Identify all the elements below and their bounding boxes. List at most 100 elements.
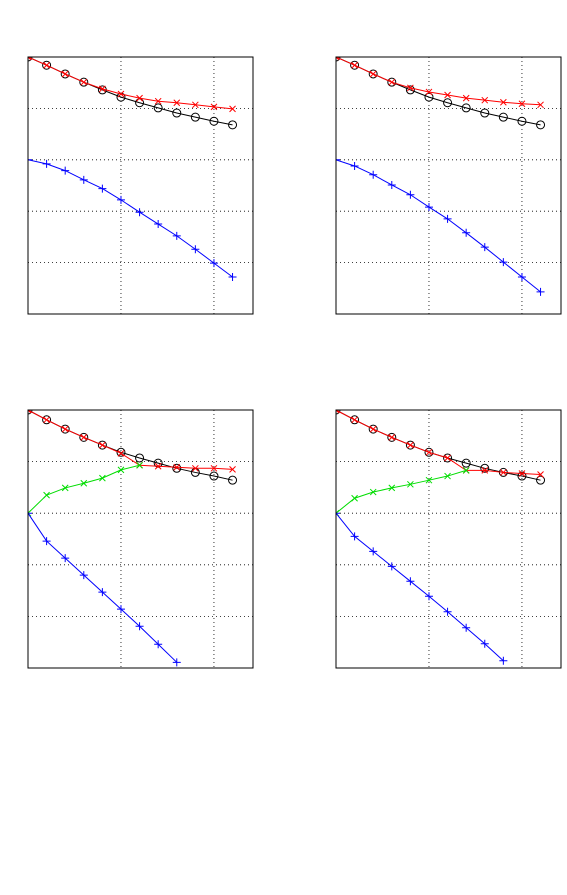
- marker: [80, 433, 88, 441]
- plot-frame: [335, 56, 562, 315]
- marker: [462, 623, 471, 632]
- marker: [388, 484, 396, 492]
- marker: [80, 78, 88, 86]
- marker: [154, 640, 163, 649]
- plot-content: [28, 57, 238, 281]
- marker: [350, 415, 360, 425]
- marker: [407, 441, 414, 449]
- marker: [228, 272, 237, 281]
- marker: [154, 462, 162, 470]
- marker: [99, 474, 106, 482]
- marker: [153, 458, 163, 468]
- marker: [192, 464, 199, 472]
- marker: [79, 571, 88, 580]
- marker: [116, 605, 125, 614]
- marker: [60, 69, 70, 79]
- marker: [79, 77, 89, 87]
- marker: [536, 287, 545, 296]
- series-line: [336, 512, 504, 662]
- marker: [369, 488, 377, 496]
- marker: [173, 463, 181, 471]
- marker: [79, 432, 89, 442]
- marker: [135, 453, 145, 463]
- marker: [536, 475, 546, 485]
- marker: [61, 70, 69, 78]
- marker: [229, 105, 236, 113]
- series-line: [336, 57, 541, 106]
- marker: [61, 554, 70, 563]
- marker: [154, 97, 162, 105]
- marker: [135, 208, 144, 217]
- marker: [425, 476, 433, 484]
- marker: [192, 101, 199, 109]
- marker: [518, 470, 526, 477]
- marker: [406, 577, 415, 586]
- marker: [388, 78, 396, 86]
- marker: [210, 103, 218, 111]
- marker: [444, 91, 451, 99]
- marker: [424, 203, 433, 212]
- marker: [116, 92, 126, 102]
- series-line: [28, 410, 233, 470]
- plot-frame: [335, 409, 562, 669]
- marker: [424, 592, 433, 601]
- marker: [444, 454, 451, 462]
- marker: [43, 416, 50, 424]
- marker: [350, 161, 359, 170]
- marker: [351, 494, 358, 502]
- series-line: [28, 159, 233, 278]
- plot-area: [336, 410, 561, 668]
- marker: [424, 92, 434, 102]
- marker: [336, 155, 340, 164]
- series-line: [28, 57, 233, 110]
- marker: [350, 60, 360, 70]
- marker: [443, 607, 452, 616]
- marker: [191, 245, 200, 254]
- marker: [536, 120, 546, 130]
- marker: [80, 479, 88, 487]
- marker: [443, 214, 452, 223]
- marker: [518, 100, 526, 108]
- marker: [369, 70, 377, 78]
- marker: [117, 449, 125, 457]
- marker: [444, 472, 451, 480]
- marker: [369, 425, 377, 433]
- marker: [79, 175, 88, 184]
- marker: [209, 259, 218, 268]
- series-line: [336, 159, 541, 293]
- marker: [537, 471, 544, 478]
- marker: [481, 467, 489, 474]
- marker: [407, 84, 414, 92]
- plot-frame: [27, 56, 254, 315]
- marker: [228, 120, 238, 130]
- marker: [99, 85, 106, 93]
- marker: [135, 622, 144, 631]
- marker: [387, 77, 397, 87]
- marker: [481, 96, 489, 104]
- marker: [369, 547, 378, 556]
- marker: [172, 108, 182, 118]
- marker: [424, 447, 434, 457]
- plot-area: [28, 410, 253, 668]
- marker: [351, 61, 358, 69]
- marker: [28, 155, 32, 164]
- marker: [368, 69, 378, 79]
- marker: [498, 112, 508, 122]
- marker: [61, 484, 69, 492]
- marker: [117, 90, 125, 98]
- marker: [153, 103, 163, 113]
- marker: [154, 220, 163, 229]
- marker: [425, 448, 433, 456]
- plot-content: [336, 57, 546, 296]
- marker: [61, 166, 70, 175]
- marker: [462, 94, 470, 102]
- marker: [351, 416, 358, 424]
- marker: [116, 195, 125, 204]
- marker: [98, 588, 107, 597]
- series-line: [336, 410, 541, 475]
- marker: [480, 108, 490, 118]
- marker: [480, 243, 489, 252]
- marker: [443, 98, 453, 108]
- plot-content: [28, 410, 238, 667]
